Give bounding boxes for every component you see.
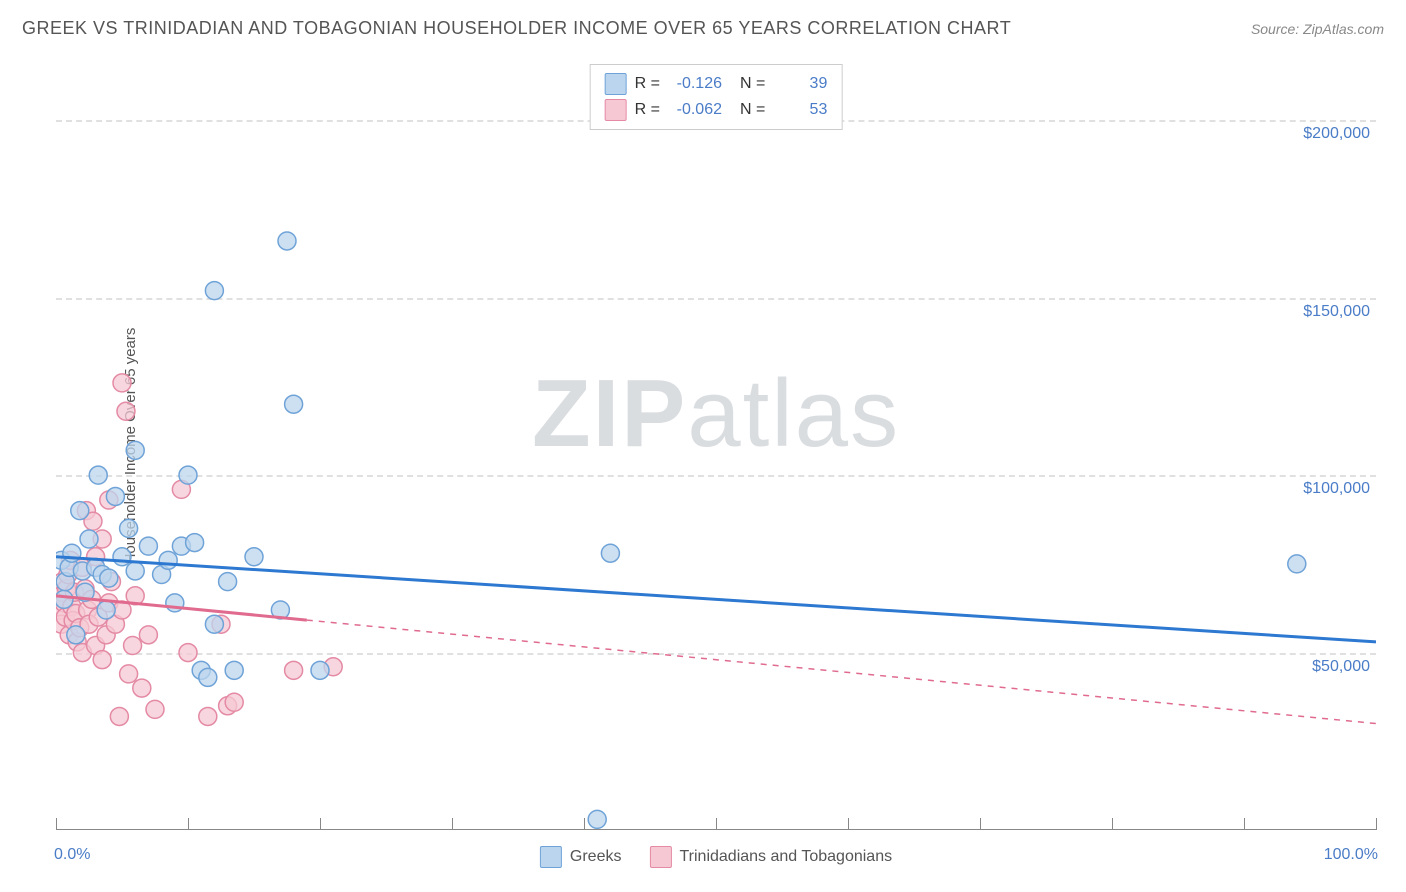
scatter-point [117,402,135,420]
scatter-point [97,601,115,619]
scatter-point [124,636,142,654]
scatter-point [139,626,157,644]
x-tick [1376,818,1377,830]
scatter-point [93,651,111,669]
chart-area: ZIPatlas R = -0.126 N = 39 R = -0.062 N … [56,60,1376,830]
scatter-point [120,665,138,683]
trend-line [56,557,1376,642]
scatter-point [285,395,303,413]
bottom-legend: Greeks Trinidadians and Tobagonians [540,846,892,868]
scatter-point [601,544,619,562]
scatter-point [285,661,303,679]
scatter-point [56,590,73,608]
stats-swatch-greeks [605,73,627,95]
scatter-point [205,282,223,300]
scatter-point [159,551,177,569]
scatter-point [113,548,131,566]
chart-title: GREEK VS TRINIDADIAN AND TOBAGONIAN HOUS… [22,18,1011,39]
x-label-min: 0.0% [54,846,90,864]
scatter-point [311,661,329,679]
scatter-point [120,519,138,537]
stats-swatch-trinidadians [605,99,627,121]
scatter-point [225,693,243,711]
scatter-point [278,232,296,250]
scatter-point [100,569,118,587]
stats-row-greeks: R = -0.126 N = 39 [605,71,828,97]
scatter-point [67,626,85,644]
scatter-point [199,668,217,686]
scatter-point [71,502,89,520]
scatter-point [179,644,197,662]
source-label: Source: ZipAtlas.com [1251,21,1384,37]
scatter-point [1288,555,1306,573]
scatter-point [139,537,157,555]
legend-swatch-greeks [540,846,562,868]
stats-row-trinidadians: R = -0.062 N = 53 [605,97,828,123]
scatter-point [126,441,144,459]
scatter-point [133,679,151,697]
scatter-point [110,707,128,725]
x-label-max: 100.0% [1324,846,1378,864]
scatter-point [113,374,131,392]
scatter-point [146,700,164,718]
legend-swatch-trinidadians [649,846,671,868]
legend-item-trinidadians: Trinidadians and Tobagonians [649,846,892,868]
scatter-point [80,530,98,548]
chart-header: GREEK VS TRINIDADIAN AND TOBAGONIAN HOUS… [22,18,1384,39]
scatter-point [179,466,197,484]
scatter-point [126,562,144,580]
scatter-point [89,466,107,484]
scatter-point [219,573,237,591]
scatter-point [205,615,223,633]
legend-item-greeks: Greeks [540,846,622,868]
scatter-point [186,534,204,552]
scatter-svg [56,60,1376,830]
scatter-point [199,707,217,725]
stats-box: R = -0.126 N = 39 R = -0.062 N = 53 [590,64,843,130]
scatter-point [225,661,243,679]
scatter-point [106,487,124,505]
scatter-point [588,810,606,828]
trend-line-dashed [307,620,1376,723]
scatter-point [245,548,263,566]
